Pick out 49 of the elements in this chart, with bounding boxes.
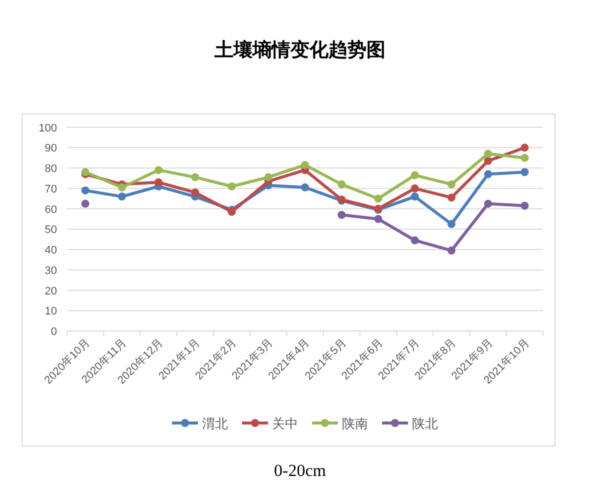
- y-tick-label: 100: [38, 122, 57, 134]
- point: [447, 180, 456, 188]
- point: [520, 168, 529, 176]
- point: [191, 188, 200, 196]
- point: [410, 171, 419, 180]
- point: [520, 144, 529, 152]
- y-tick-label: 20: [44, 285, 57, 298]
- y-tick-label: 30: [44, 264, 57, 277]
- legend-label: 陕南: [342, 416, 368, 431]
- y-tick-label: 10: [44, 306, 57, 318]
- point: [154, 178, 163, 186]
- point: [484, 150, 492, 158]
- point: [484, 200, 492, 208]
- point: [410, 184, 419, 192]
- y-tick-label: 50: [44, 224, 57, 236]
- point: [484, 170, 492, 178]
- legend-label: 渭北: [202, 416, 228, 431]
- y-tick-label: 80: [44, 163, 57, 176]
- y-tick-label: 90: [44, 142, 57, 155]
- point: [118, 183, 126, 192]
- point: [520, 154, 529, 162]
- point: [520, 202, 529, 210]
- point: [301, 183, 309, 192]
- chart-title: 土壤墒情变化趋势图: [214, 39, 386, 61]
- point: [264, 173, 272, 182]
- point: [447, 246, 456, 255]
- point: [118, 192, 126, 201]
- point: [410, 192, 419, 201]
- y-tick-label: 40: [44, 244, 57, 257]
- point: [301, 160, 309, 169]
- point: [338, 180, 346, 188]
- point: [447, 194, 456, 202]
- y-tick-label: 70: [44, 183, 57, 196]
- point: [228, 182, 236, 190]
- text: 0-20cm: [274, 461, 326, 480]
- legend-label: 陕北: [412, 416, 438, 431]
- point: [81, 186, 90, 194]
- point: [154, 166, 163, 174]
- point: [374, 214, 382, 223]
- point: [447, 220, 456, 228]
- point: [81, 200, 90, 208]
- point: [338, 210, 346, 219]
- point: [374, 194, 382, 203]
- point: [484, 156, 492, 165]
- point: [410, 236, 419, 244]
- y-tick-label: 60: [44, 204, 57, 216]
- legend-label: 关中: [272, 416, 298, 431]
- point: [191, 173, 200, 182]
- y-tick-label: 0: [50, 326, 57, 338]
